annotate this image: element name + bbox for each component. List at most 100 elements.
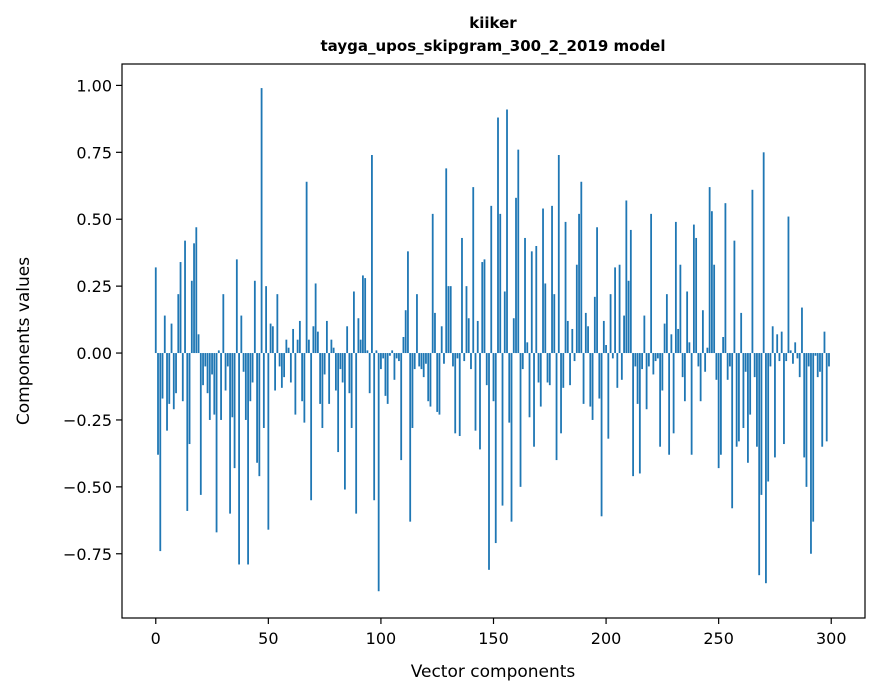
bar-231 xyxy=(674,221,677,354)
bar-145 xyxy=(481,262,484,354)
bar-14 xyxy=(186,353,189,511)
bar-228 xyxy=(668,353,671,455)
bar-149 xyxy=(490,205,493,354)
bar-36 xyxy=(235,259,238,354)
bar-72 xyxy=(316,331,319,354)
bar-111 xyxy=(404,310,407,354)
bar-4 xyxy=(163,315,166,354)
bar-83 xyxy=(341,353,344,383)
bar-79 xyxy=(332,347,335,354)
bar-43 xyxy=(251,353,254,383)
bar-158 xyxy=(510,353,513,522)
bar-153 xyxy=(499,213,502,354)
bar-69 xyxy=(310,353,313,501)
bar-11 xyxy=(179,262,182,354)
bar-90 xyxy=(357,318,360,354)
bar-278 xyxy=(780,331,783,354)
bar-244 xyxy=(704,353,707,372)
bar-92 xyxy=(362,275,364,354)
bar-190 xyxy=(582,353,585,404)
bar-34 xyxy=(231,353,234,418)
bar-236 xyxy=(686,291,689,354)
bar-188 xyxy=(578,213,580,354)
x-tick-label: 0 xyxy=(151,629,161,648)
bar-200 xyxy=(605,345,607,354)
bar-184 xyxy=(569,353,571,386)
bar-233 xyxy=(679,264,682,354)
bar-23 xyxy=(206,353,209,394)
bar-137 xyxy=(463,353,466,362)
bar-192 xyxy=(587,326,589,354)
bar-264 xyxy=(749,353,752,415)
bar-186 xyxy=(573,353,576,362)
x-tick-label: 50 xyxy=(258,629,278,648)
bar-210 xyxy=(627,280,630,354)
bar-10 xyxy=(177,294,180,354)
bar-75 xyxy=(323,353,326,375)
bar-122 xyxy=(429,353,432,407)
bar-217 xyxy=(643,315,646,354)
bar-0 xyxy=(154,267,157,354)
bar-193 xyxy=(589,353,592,407)
bar-189 xyxy=(580,181,583,354)
bar-274 xyxy=(771,326,774,354)
bars-group xyxy=(154,88,830,592)
bar-136 xyxy=(461,237,463,354)
bar-285 xyxy=(796,353,799,359)
bar-132 xyxy=(452,353,454,367)
bar-221 xyxy=(652,353,655,375)
bar-3 xyxy=(161,353,164,399)
bar-53 xyxy=(274,353,276,391)
bar-239 xyxy=(692,224,695,354)
bar-150 xyxy=(492,353,495,402)
bar-100 xyxy=(380,353,382,370)
bar-261 xyxy=(742,353,745,428)
bar-57 xyxy=(283,353,286,378)
bar-58 xyxy=(285,339,288,354)
bar-37 xyxy=(238,353,240,565)
bar-70 xyxy=(312,326,315,354)
bar-256 xyxy=(731,353,734,509)
bar-33 xyxy=(229,353,231,514)
bar-167 xyxy=(530,251,533,354)
bar-257 xyxy=(733,240,736,354)
bar-20 xyxy=(199,353,202,495)
bar-299 xyxy=(828,353,830,367)
bar-140 xyxy=(470,353,472,370)
bar-24 xyxy=(208,353,211,420)
bar-212 xyxy=(632,353,634,477)
bar-223 xyxy=(656,353,659,359)
bar-85 xyxy=(346,326,349,354)
bar-177 xyxy=(553,294,556,354)
bar-224 xyxy=(659,353,662,447)
bar-279 xyxy=(783,353,785,445)
bar-73 xyxy=(319,353,322,404)
bar-172 xyxy=(542,208,544,354)
bar-135 xyxy=(458,353,461,437)
bar-174 xyxy=(546,353,549,383)
bar-281 xyxy=(787,216,790,354)
bar-205 xyxy=(616,353,619,388)
bar-214 xyxy=(636,353,639,404)
bar-78 xyxy=(330,339,333,354)
bar-109 xyxy=(400,353,403,461)
bar-71 xyxy=(314,283,317,354)
bar-114 xyxy=(411,353,414,428)
bar-63 xyxy=(296,339,299,354)
bar-175 xyxy=(548,353,551,386)
bar-105 xyxy=(391,350,394,354)
bar-35 xyxy=(233,353,236,469)
y-tick-label: 0.50 xyxy=(76,210,112,229)
bar-44 xyxy=(253,280,256,354)
bar-187 xyxy=(575,264,578,354)
bar-255 xyxy=(729,353,731,367)
bar-98 xyxy=(375,350,378,354)
bar-171 xyxy=(539,353,542,407)
bar-173 xyxy=(544,283,547,354)
bar-161 xyxy=(517,149,520,354)
bar-260 xyxy=(740,312,743,354)
bar-295 xyxy=(819,353,821,372)
y-tick-label: −0.25 xyxy=(63,411,112,430)
bar-232 xyxy=(677,328,680,354)
x-tick-label: 100 xyxy=(366,629,397,648)
